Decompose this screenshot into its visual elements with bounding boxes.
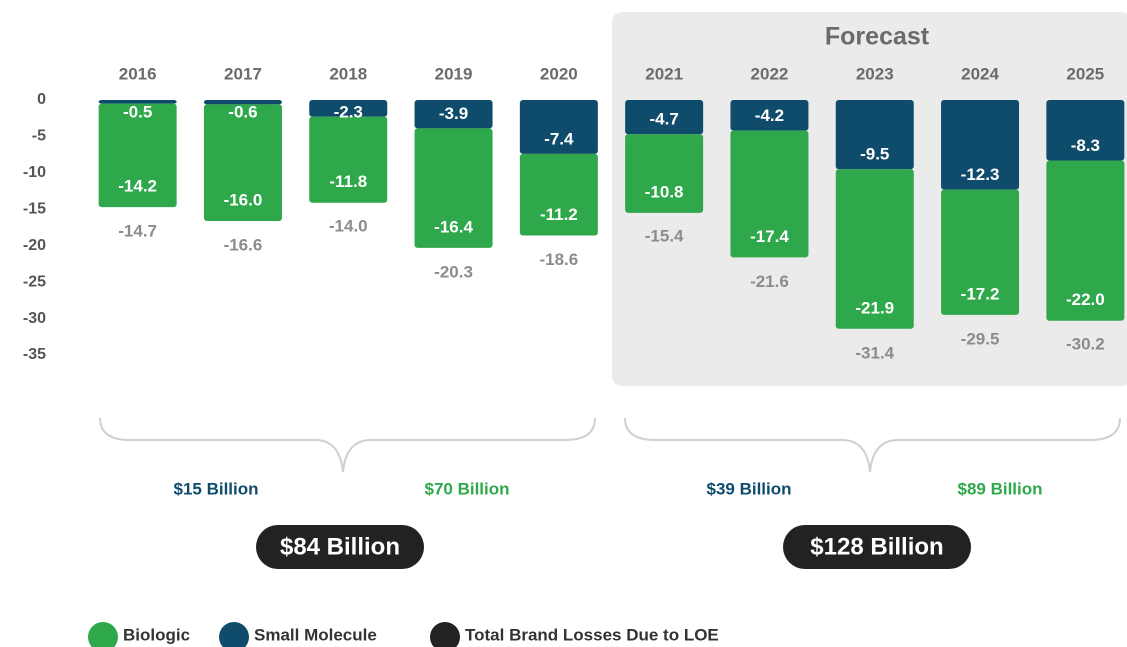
bracket (99, 417, 596, 473)
value-label: -11.8 (329, 172, 367, 191)
value-label: -4.7 (650, 110, 679, 129)
y-tick-label: -15 (23, 201, 46, 218)
x-tick-label: 2021 (645, 64, 683, 83)
x-tick-label: 2017 (224, 64, 262, 83)
bracket (624, 417, 1121, 473)
bar-segment (519, 153, 598, 236)
y-tick-label: -30 (23, 310, 46, 327)
bar-segment (941, 189, 1020, 315)
bar-segment (730, 100, 809, 131)
x-tick-label: 2016 (119, 64, 157, 83)
bar-segment (1046, 100, 1125, 161)
total-label: -14.7 (118, 222, 157, 241)
total-label: -16.6 (224, 235, 263, 254)
x-tick-label: 2023 (856, 64, 894, 83)
x-tick-label: 2025 (1066, 64, 1104, 83)
value-label: -17.2 (961, 284, 1000, 303)
total-label: -20.3 (434, 262, 473, 281)
bracket-biologic: $70 Billion (424, 479, 509, 498)
bar-segment (941, 100, 1020, 190)
total-pill (783, 525, 971, 569)
bracket-total: $84 Billion (280, 533, 400, 560)
total-pill (256, 525, 424, 569)
value-label: -7.4 (544, 129, 574, 148)
total-label: -14.0 (329, 216, 368, 235)
value-label: -2.3 (334, 102, 363, 121)
bar-segment (625, 100, 704, 135)
x-tick-label: 2019 (435, 64, 473, 83)
x-tick-label: 2018 (329, 64, 367, 83)
y-tick-label: -5 (32, 128, 46, 145)
total-label: -21.6 (750, 272, 789, 291)
legend-swatch (219, 622, 249, 647)
bar-segment (625, 134, 704, 213)
y-tick-label: -20 (23, 237, 46, 254)
y-tick-label: -25 (23, 273, 46, 290)
legend-label: Total Brand Losses Due to LOE (465, 625, 719, 644)
value-label: -16.4 (434, 217, 473, 236)
legend-label: Biologic (123, 625, 190, 644)
value-label: -0.6 (228, 102, 257, 121)
bar-segment (309, 100, 388, 117)
value-label: -21.9 (855, 298, 894, 317)
bracket-total: $128 Billion (810, 533, 943, 560)
bar-segment (414, 100, 493, 129)
total-label: -15.4 (645, 227, 684, 246)
value-label: -3.9 (439, 104, 468, 123)
total-label: -29.5 (961, 329, 1000, 348)
value-label: -9.5 (860, 145, 889, 164)
y-tick-label: 0 (37, 91, 46, 108)
bar-segment (203, 100, 282, 105)
bar-segment (1046, 160, 1125, 321)
value-label: -11.2 (540, 205, 578, 224)
bar-segment (98, 100, 177, 104)
bar-segment (309, 116, 388, 203)
x-tick-label: 2024 (961, 64, 999, 83)
value-label: -17.4 (750, 227, 789, 246)
bar-segment (414, 128, 493, 248)
bracket-small-molecule: $39 Billion (706, 479, 791, 498)
bar-segment (835, 100, 914, 170)
value-label: -16.0 (224, 190, 263, 209)
bar-segment (98, 103, 177, 208)
value-label: -8.3 (1071, 136, 1100, 155)
bar-segment (835, 169, 914, 329)
bar-segment (730, 130, 809, 258)
value-label: -14.2 (118, 177, 157, 196)
total-label: -31.4 (855, 343, 894, 362)
value-label: -22.0 (1066, 290, 1105, 309)
bracket-biologic: $89 Billion (957, 479, 1042, 498)
y-tick-label: -35 (23, 346, 46, 363)
total-label: -30.2 (1066, 335, 1105, 354)
y-tick-label: -10 (23, 164, 46, 181)
value-label: -12.3 (961, 165, 1000, 184)
x-tick-label: 2020 (540, 64, 578, 83)
value-label: -4.2 (755, 106, 784, 125)
value-label: -0.5 (123, 102, 152, 121)
forecast-label: Forecast (825, 23, 930, 51)
legend-label: Small Molecule (254, 625, 377, 644)
legend-swatch (88, 622, 118, 647)
total-label: -18.6 (539, 250, 578, 269)
legend-swatch (430, 622, 460, 647)
bar-segment (519, 100, 598, 154)
bar-segment (203, 104, 282, 221)
x-tick-label: 2022 (751, 64, 789, 83)
bracket-small-molecule: $15 Billion (173, 479, 258, 498)
value-label: -10.8 (645, 182, 684, 201)
